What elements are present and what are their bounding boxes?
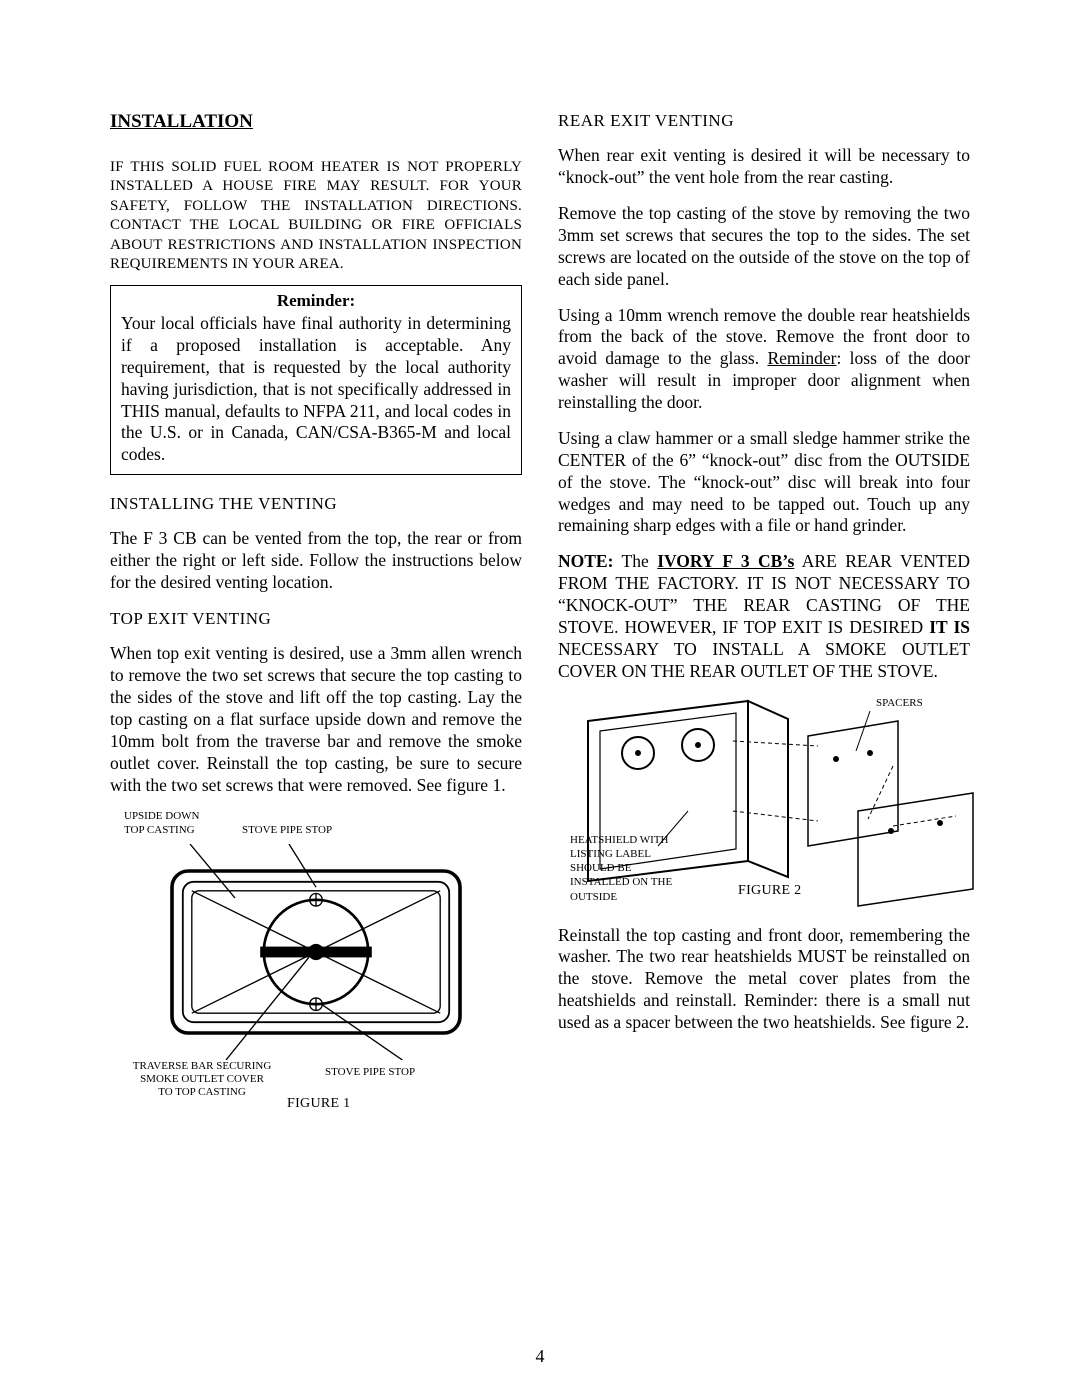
reminder-title: Reminder: (121, 290, 511, 311)
label-heatshield-l3: SHOULD BE (570, 861, 700, 875)
rear-exit-heading: REAR EXIT VENTING (558, 110, 970, 131)
label-traverse: TRAVERSE BAR SECURING (112, 1060, 292, 1073)
installing-venting-heading: INSTALLING THE VENTING (110, 493, 522, 514)
page-number: 4 (0, 1346, 1080, 1367)
two-column-layout: INSTALLATION IF THIS SOLID FUEL ROOM HEA… (110, 110, 970, 1200)
right-column: REAR EXIT VENTING When rear exit venting… (558, 110, 970, 1200)
rear-exit-p5: Reinstall the top casting and front door… (558, 925, 970, 1034)
figure-1-top-labels: UPSIDE DOWN TOP CASTING STOVE PIPE STOP (110, 810, 522, 844)
note-model: IVORY F 3 CB’s (657, 551, 794, 571)
label-stove-pipe-stop-top: STOVE PIPE STOP (242, 824, 332, 837)
note-rest2: NECESSARY TO INSTALL A SMOKE OUTLET COVE… (558, 639, 970, 681)
page: INSTALLATION IF THIS SOLID FUEL ROOM HEA… (0, 0, 1080, 1397)
figure-1-bottom-labels: TRAVERSE BAR SECURING SMOKE OUTLET COVER… (110, 1060, 522, 1120)
note-itis: IT IS (929, 617, 970, 637)
label-smoke-cover: SMOKE OUTLET COVER (112, 1073, 292, 1086)
left-column: INSTALLATION IF THIS SOLID FUEL ROOM HEA… (110, 110, 522, 1200)
label-heatshield-l1: HEATSHIELD WITH (570, 833, 700, 847)
reminder-body: Your local officials have final authorit… (121, 313, 511, 466)
rear-exit-p4: Using a claw hammer or a small sledge ha… (558, 428, 970, 537)
top-exit-paragraph: When top exit venting is desired, use a … (110, 643, 522, 796)
label-spacers: SPACERS (876, 697, 923, 710)
rear-exit-p1: When rear exit venting is desired it wil… (558, 145, 970, 189)
safety-warning-paragraph: IF THIS SOLID FUEL ROOM HEATER IS NOT PR… (110, 158, 522, 275)
label-stove-pipe-stop-bottom: STOVE PIPE STOP (325, 1066, 415, 1079)
label-upside-down: UPSIDE DOWN (124, 810, 199, 823)
note-prefix: NOTE: (558, 551, 613, 571)
rear-exit-p3: Using a 10mm wrench remove the double re… (558, 305, 970, 414)
top-exit-heading: TOP EXIT VENTING (110, 608, 522, 629)
rear-exit-reminder-label: Reminder (767, 348, 836, 368)
note-paragraph: NOTE: The IVORY F 3 CB’s ARE REAR VENTED… (558, 551, 970, 682)
installing-venting-paragraph: The F 3 CB can be vented from the top, t… (110, 528, 522, 594)
reminder-box: Reminder: Your local officials have fina… (110, 285, 522, 475)
figure-1: UPSIDE DOWN TOP CASTING STOVE PIPE STOP (110, 810, 522, 1120)
note-the: The (613, 551, 657, 571)
figure-2-caption: FIGURE 2 (738, 883, 801, 899)
label-to-top: TO TOP CASTING (112, 1086, 292, 1099)
rear-exit-p2: Remove the top casting of the stove by r… (558, 203, 970, 291)
label-heatshield-l5: OUTSIDE (570, 890, 700, 904)
figure-2: SPACERS HEATSHIELD WITH LISTING LABEL SH… (558, 691, 970, 911)
label-heatshield-l2: LISTING LABEL (570, 847, 700, 861)
figure-2-left-labels: HEATSHIELD WITH LISTING LABEL SHOULD BE … (570, 833, 700, 904)
figure-1-diagram (136, 844, 496, 1060)
label-top-casting: TOP CASTING (124, 824, 195, 837)
installation-heading: INSTALLATION (110, 110, 522, 134)
figure-1-caption: FIGURE 1 (287, 1096, 350, 1112)
label-heatshield-l4: INSTALLED ON THE (570, 875, 700, 889)
